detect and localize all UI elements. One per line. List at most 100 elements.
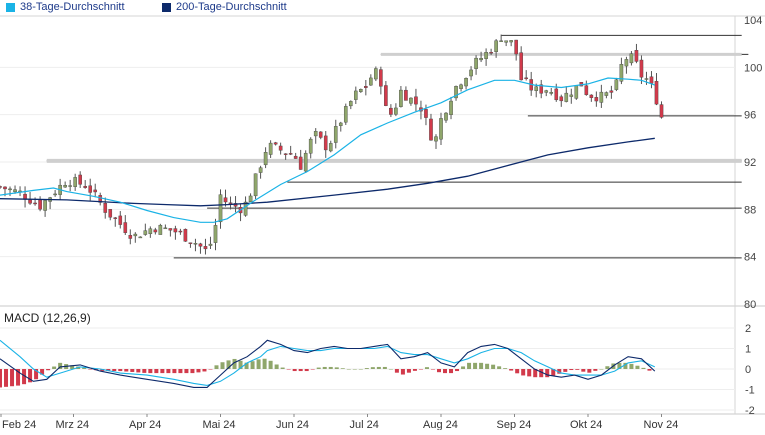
price-y-tick-label: 92 bbox=[744, 157, 756, 169]
candle-up bbox=[599, 91, 604, 103]
candle-up bbox=[68, 185, 72, 187]
candle-up bbox=[338, 122, 343, 126]
macd-histogram-bar-negative bbox=[406, 369, 411, 373]
candle-down bbox=[198, 243, 203, 247]
candle-up bbox=[504, 40, 508, 43]
x-tick-label: Aug 24 bbox=[423, 419, 458, 430]
candle-down bbox=[594, 97, 599, 102]
candle-up bbox=[534, 86, 539, 91]
candle-down bbox=[33, 202, 37, 205]
macd-histogram-bar-negative bbox=[118, 369, 123, 372]
macd-histogram-bar-negative bbox=[190, 369, 195, 374]
candle-up bbox=[499, 40, 503, 42]
macd-histogram-bar-negative bbox=[436, 369, 441, 373]
candle-up bbox=[303, 152, 308, 172]
candle-down bbox=[183, 228, 188, 242]
macd-y-tick-label: -2 bbox=[745, 405, 755, 417]
candle-up bbox=[248, 195, 253, 203]
macd-histogram-bar-positive bbox=[238, 360, 243, 369]
candle-up bbox=[258, 167, 263, 173]
macd-histogram-bar-negative bbox=[166, 369, 171, 374]
macd-histogram-bar-negative bbox=[88, 369, 93, 370]
macd-histogram-bar-positive bbox=[58, 362, 63, 369]
candle-up bbox=[138, 236, 143, 239]
candle-down bbox=[524, 77, 528, 80]
candle-up bbox=[328, 143, 333, 152]
candle-down bbox=[273, 142, 278, 145]
macd-histogram-bar-positive bbox=[370, 367, 375, 369]
macd-histogram-bar-negative bbox=[298, 369, 303, 372]
candle-down bbox=[288, 153, 293, 155]
candle-down bbox=[639, 59, 644, 78]
macd-y-tick-label: 0 bbox=[745, 364, 751, 376]
candle-down bbox=[519, 52, 523, 81]
macd-histogram-bar-negative bbox=[112, 369, 117, 372]
macd-histogram-bar-negative bbox=[412, 369, 417, 371]
candle-down bbox=[514, 39, 518, 55]
macd-histogram-bar-positive bbox=[328, 366, 333, 369]
candle-up bbox=[133, 233, 138, 237]
candle-up bbox=[564, 92, 569, 102]
macd-histogram-bar-negative bbox=[16, 369, 21, 386]
candle-up bbox=[629, 53, 634, 64]
macd-histogram-bar-positive bbox=[346, 369, 351, 370]
candle-down bbox=[203, 246, 208, 250]
macd-histogram-bar-negative bbox=[0, 369, 2, 388]
candle-up bbox=[444, 112, 448, 121]
candle-down bbox=[634, 50, 639, 62]
macd-histogram-bar-negative bbox=[40, 369, 45, 375]
legend-ma200-label: 200-Tage-Durchschnitt bbox=[176, 1, 287, 13]
macd-histogram-bar-negative bbox=[551, 369, 556, 376]
candle-down bbox=[389, 107, 393, 115]
macd-histogram-bar-negative bbox=[430, 369, 435, 370]
candle-up bbox=[163, 227, 168, 230]
candle-up bbox=[624, 59, 629, 67]
candle-down bbox=[0, 186, 2, 188]
macd-histogram-bar-negative bbox=[581, 369, 586, 372]
macd-histogram-bar-negative bbox=[545, 369, 550, 378]
macd-histogram-bar-negative bbox=[100, 369, 105, 372]
macd-histogram-bar-negative bbox=[527, 369, 532, 377]
macd-histogram-bar-positive bbox=[316, 367, 321, 369]
candle-up bbox=[509, 40, 513, 43]
candle-up bbox=[218, 194, 223, 223]
x-tick-label: Apr 24 bbox=[129, 419, 161, 430]
candle-down bbox=[93, 189, 98, 193]
candle-up bbox=[213, 225, 218, 243]
macd-histogram-bar-negative bbox=[418, 369, 423, 370]
macd-histogram-bar-negative bbox=[10, 369, 15, 387]
x-tick-label: Jul 24 bbox=[350, 419, 379, 430]
candle-down bbox=[278, 145, 283, 151]
candle-down bbox=[364, 86, 368, 88]
macd-histogram-bar-negative bbox=[196, 369, 201, 373]
macd-histogram-bar-positive bbox=[334, 367, 339, 369]
candle-down bbox=[649, 76, 654, 84]
candle-up bbox=[268, 142, 273, 155]
macd-line bbox=[0, 339, 656, 388]
macd-histogram-bar-positive bbox=[52, 366, 57, 369]
candle-up bbox=[263, 152, 268, 166]
candle-up bbox=[614, 79, 619, 90]
price-y-tick-label: 84 bbox=[744, 252, 756, 264]
macd-histogram-bar-negative bbox=[172, 369, 177, 374]
candle-down bbox=[429, 118, 433, 141]
candle-up bbox=[434, 136, 438, 142]
macd-histogram-bar-negative bbox=[22, 369, 27, 385]
macd-histogram-bar-negative bbox=[533, 369, 538, 378]
macd-histogram-bar-negative bbox=[569, 369, 574, 371]
candle-up bbox=[644, 78, 649, 80]
macd-histogram-bar-negative bbox=[160, 369, 165, 374]
macd-histogram-bar-positive bbox=[358, 369, 363, 370]
candle-up bbox=[464, 78, 468, 87]
macd-histogram-bar-negative bbox=[142, 369, 147, 373]
candle-down bbox=[283, 153, 288, 155]
candle-up bbox=[454, 86, 458, 99]
candle-down bbox=[384, 85, 388, 106]
candle-up bbox=[243, 201, 248, 216]
candle-up bbox=[574, 85, 579, 99]
candle-down bbox=[223, 197, 228, 203]
legend-ma38: 38-Tage-Durchschnitt bbox=[6, 1, 125, 13]
candle-up bbox=[348, 101, 353, 107]
